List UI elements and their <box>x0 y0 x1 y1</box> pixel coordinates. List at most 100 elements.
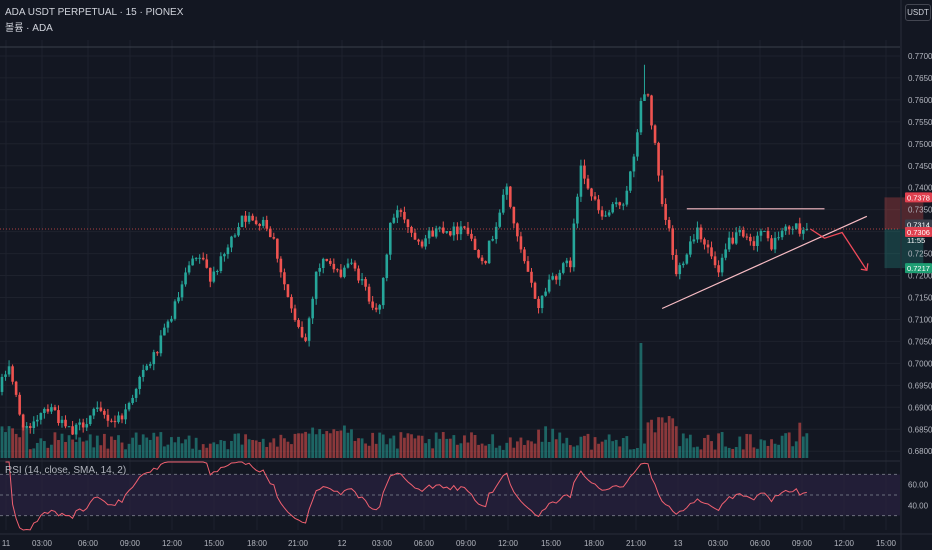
candle[interactable] <box>138 375 141 395</box>
candle[interactable] <box>173 299 177 321</box>
candle[interactable] <box>307 316 311 347</box>
candle[interactable] <box>784 224 787 235</box>
candle[interactable] <box>4 370 7 381</box>
candle[interactable] <box>727 231 731 253</box>
candle[interactable] <box>456 222 459 241</box>
candle[interactable] <box>745 233 749 241</box>
candle[interactable] <box>629 170 632 193</box>
candle[interactable] <box>353 260 357 272</box>
candle[interactable] <box>244 210 247 228</box>
candle[interactable] <box>297 318 300 329</box>
candle[interactable] <box>88 415 92 426</box>
candle[interactable] <box>533 281 537 299</box>
candle[interactable] <box>43 407 46 419</box>
candle[interactable] <box>191 255 194 266</box>
candle[interactable] <box>650 94 653 130</box>
candle[interactable] <box>258 222 261 231</box>
candle[interactable] <box>371 296 374 311</box>
candle[interactable] <box>265 215 269 232</box>
candle[interactable] <box>103 408 106 419</box>
candle[interactable] <box>120 413 124 424</box>
candle[interactable] <box>194 257 198 262</box>
candle[interactable] <box>664 198 667 226</box>
candle[interactable] <box>463 225 466 230</box>
candle[interactable] <box>46 404 50 414</box>
candle[interactable] <box>339 264 343 279</box>
candle[interactable] <box>752 236 756 251</box>
candle[interactable] <box>498 209 502 229</box>
candle[interactable] <box>389 222 392 261</box>
candle[interactable] <box>780 227 784 240</box>
candle[interactable] <box>32 416 36 434</box>
candle[interactable] <box>283 268 286 291</box>
pattern-annotations[interactable] <box>0 197 924 310</box>
candle[interactable] <box>413 228 417 240</box>
candle[interactable] <box>561 261 565 275</box>
candle[interactable] <box>763 230 766 232</box>
candle[interactable] <box>424 234 427 250</box>
candle[interactable] <box>237 222 240 237</box>
candle[interactable] <box>332 258 336 273</box>
candle[interactable] <box>50 403 53 414</box>
candle[interactable] <box>777 231 780 241</box>
candle[interactable] <box>494 222 498 244</box>
candle[interactable] <box>279 256 283 278</box>
candle[interactable] <box>749 233 752 246</box>
candle[interactable] <box>64 415 67 429</box>
candle[interactable] <box>374 303 378 313</box>
candle[interactable] <box>484 260 487 265</box>
candle[interactable] <box>537 296 540 314</box>
candle[interactable] <box>706 240 710 254</box>
candle[interactable] <box>261 216 265 229</box>
candle[interactable] <box>92 407 96 420</box>
candle[interactable] <box>674 249 678 277</box>
candle[interactable] <box>396 205 399 224</box>
candle[interactable] <box>720 253 724 277</box>
candle[interactable] <box>385 253 389 282</box>
candle[interactable] <box>544 287 547 297</box>
candle[interactable] <box>39 412 43 425</box>
candle[interactable] <box>554 274 558 285</box>
price-candles[interactable] <box>0 64 809 440</box>
candle[interactable] <box>336 268 339 273</box>
candle[interactable] <box>163 323 166 336</box>
candle[interactable] <box>696 221 699 243</box>
candle[interactable] <box>247 212 251 225</box>
candle[interactable] <box>152 349 156 371</box>
candle[interactable] <box>117 411 120 424</box>
candle[interactable] <box>364 276 367 291</box>
candle[interactable] <box>459 221 463 241</box>
candle[interactable] <box>145 363 149 371</box>
candle[interactable] <box>81 418 85 433</box>
candle[interactable] <box>113 415 117 428</box>
candle[interactable] <box>410 225 413 238</box>
candle[interactable] <box>328 258 332 267</box>
candle[interactable] <box>205 254 209 269</box>
candle[interactable] <box>590 187 593 201</box>
candle[interactable] <box>184 267 187 287</box>
candle[interactable] <box>74 423 78 440</box>
candle[interactable] <box>530 268 533 288</box>
candle[interactable] <box>660 170 664 207</box>
candle[interactable] <box>233 233 237 239</box>
candle[interactable] <box>357 265 360 284</box>
candle[interactable] <box>759 228 763 242</box>
candle[interactable] <box>547 274 551 294</box>
rsi-line[interactable] <box>5 461 807 531</box>
candle[interactable] <box>805 222 809 231</box>
candle[interactable] <box>611 202 614 214</box>
candle[interactable] <box>36 414 39 427</box>
candle[interactable] <box>293 304 297 322</box>
candle[interactable] <box>734 227 738 245</box>
candle[interactable] <box>614 197 618 208</box>
candle[interactable] <box>441 221 445 234</box>
candle[interactable] <box>449 230 452 237</box>
candle[interactable] <box>201 252 205 261</box>
candle[interactable] <box>18 392 21 416</box>
candle[interactable] <box>646 93 650 98</box>
candle[interactable] <box>272 232 276 240</box>
candle[interactable] <box>516 222 519 242</box>
candle[interactable] <box>565 257 569 268</box>
candle[interactable] <box>96 401 99 412</box>
symbol-title[interactable]: ADA USDT PERPETUAL · 15 · PIONEX <box>5 7 184 18</box>
